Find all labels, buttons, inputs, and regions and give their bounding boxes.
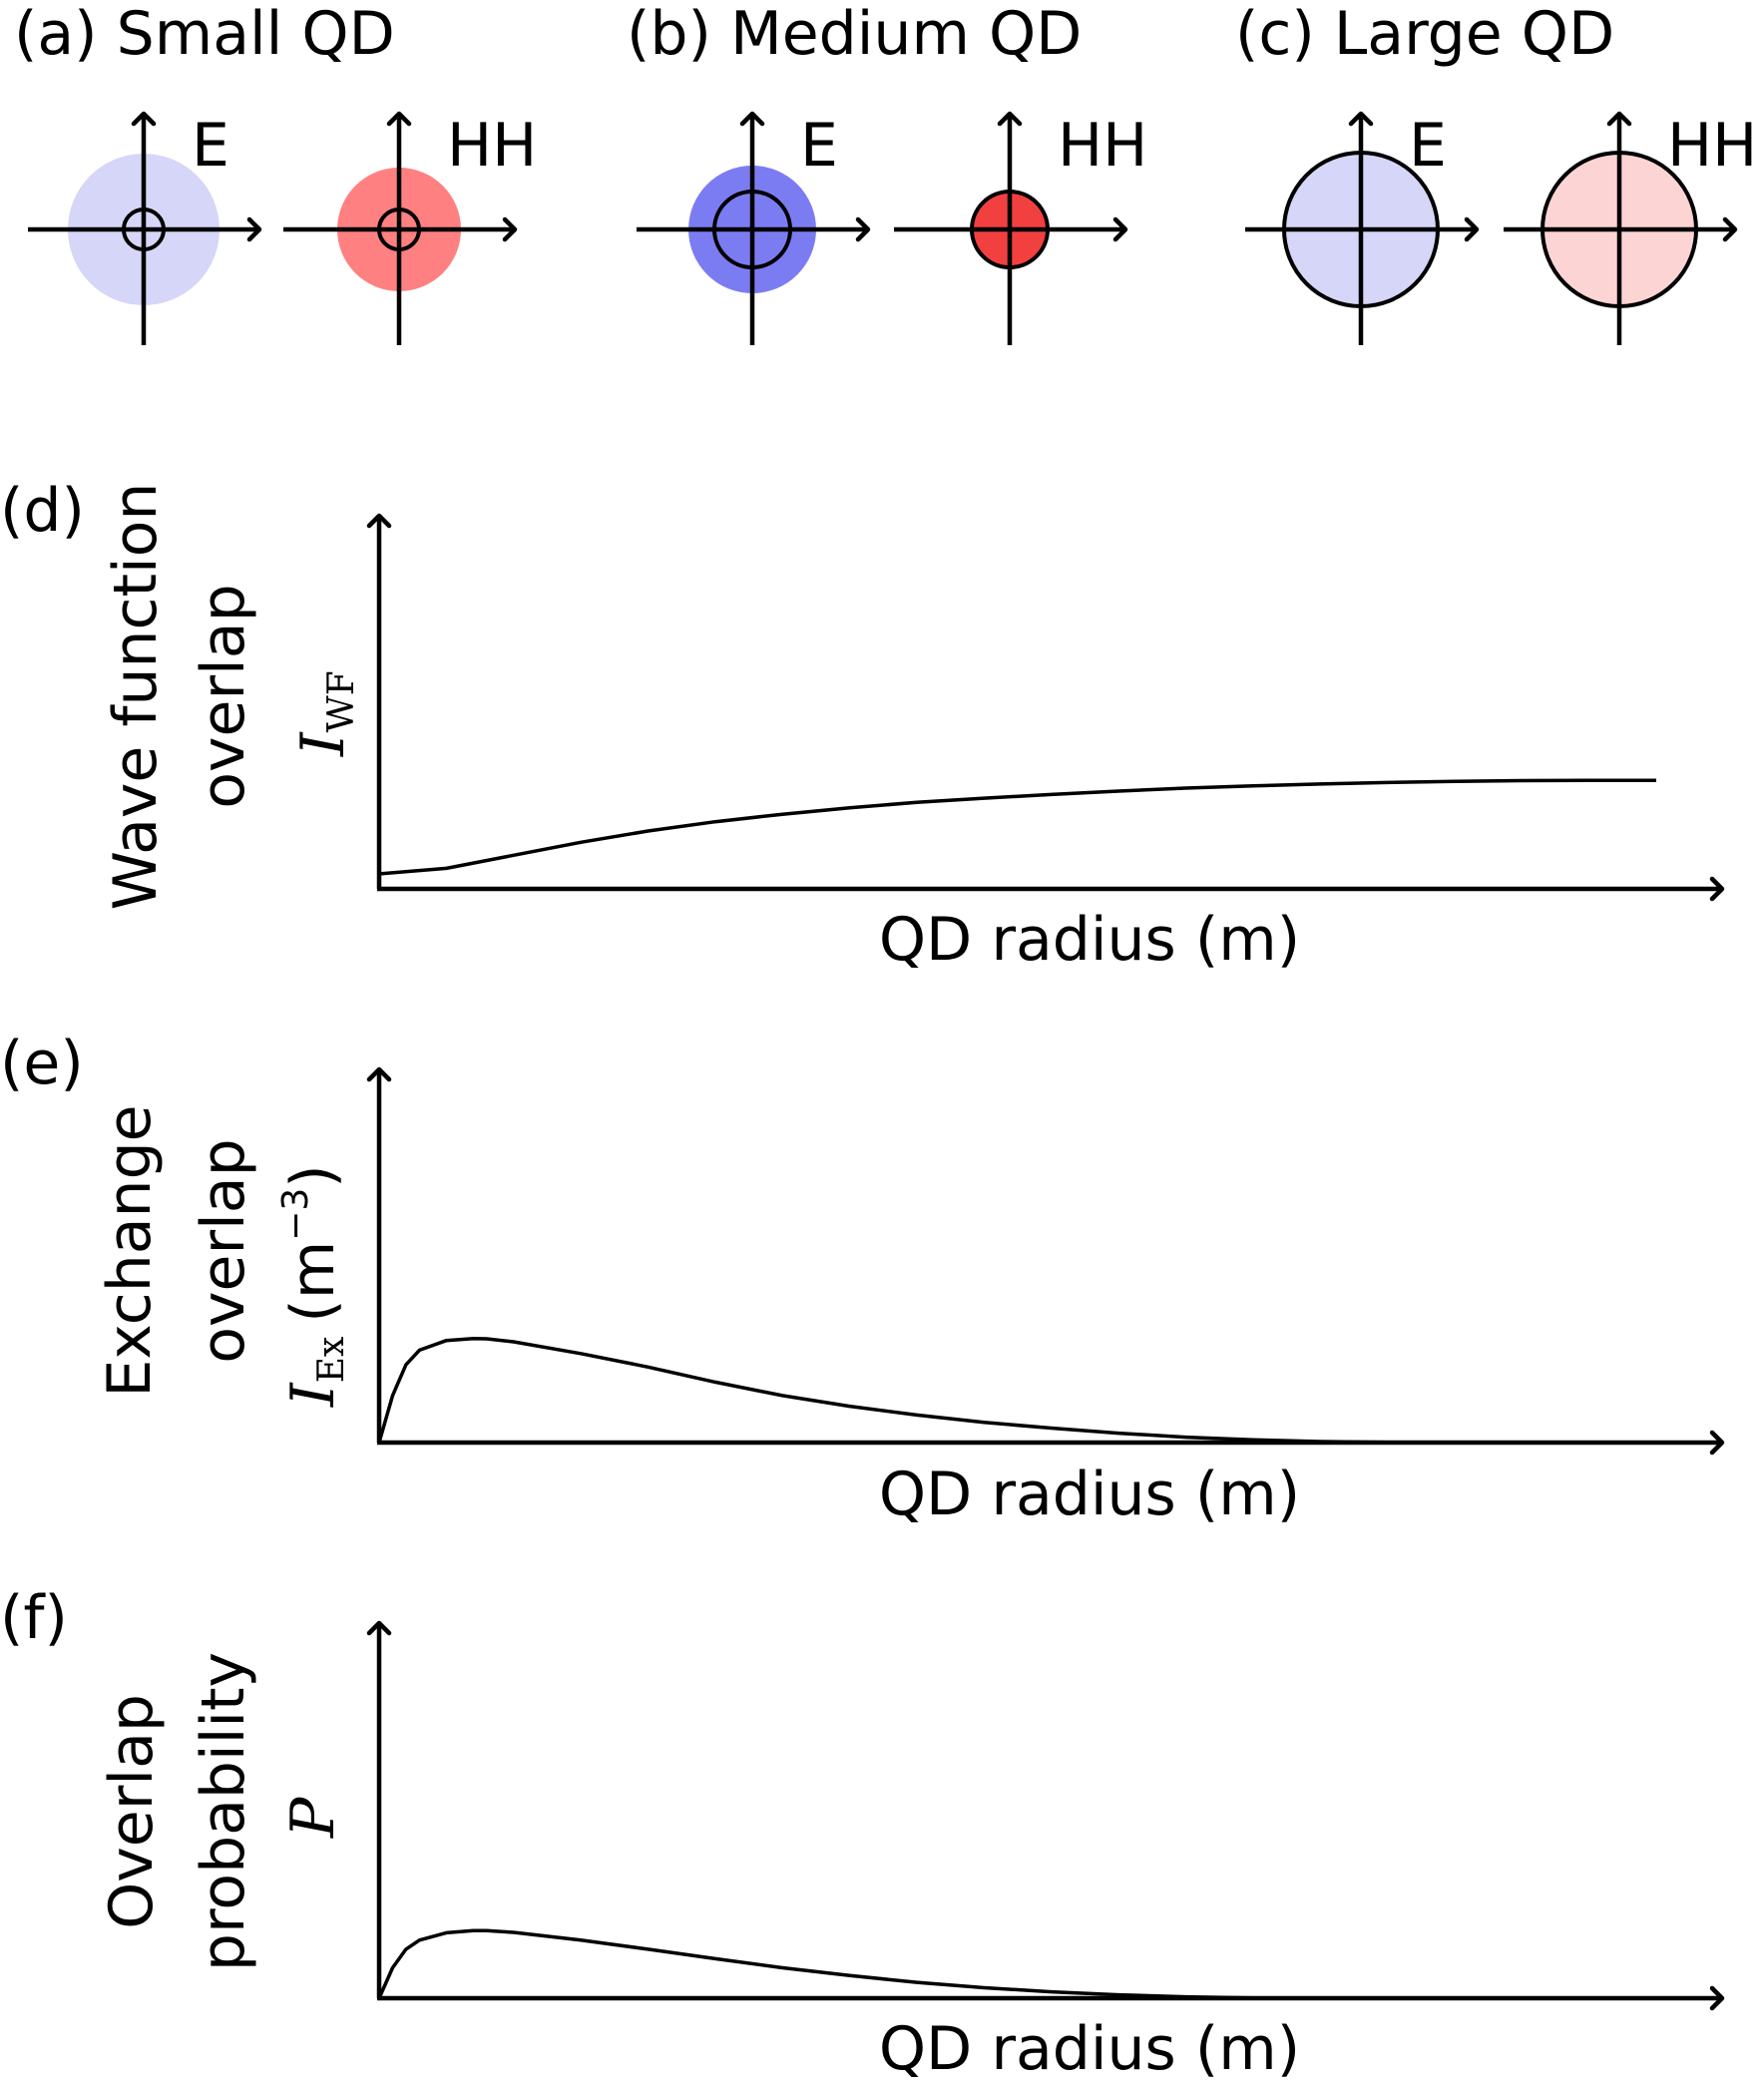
panel-c-title: (c) Large QD	[1235, 0, 1614, 69]
panel-a-electron-diagram: E	[28, 111, 262, 345]
panel-a-title: (a) Small QD	[14, 0, 395, 69]
diagram-label-hh: HH	[447, 111, 537, 181]
diagram-label-e: E	[192, 111, 229, 181]
chart-e-ylabel-line1: Exchange	[95, 1104, 165, 1397]
arrow-right-icon	[246, 216, 262, 242]
chart-d-ylabel-line1: Wave function	[101, 483, 171, 911]
arrow-right-icon	[1709, 1430, 1725, 1456]
chart-f: (f) Overlap probability P QD radius (m)	[0, 1583, 1725, 2084]
chart-d: (d) Wave function overlap IWF QD radius …	[0, 476, 1725, 975]
arrow-right-icon	[1722, 216, 1738, 242]
panel-a: (a) Small QD E HH	[14, 0, 537, 345]
diagram-label-hh: HH	[1667, 111, 1757, 181]
chart-e: (e) Exchange overlap IEx(m−3) QD radius …	[0, 1029, 1725, 1529]
arrow-up-icon	[739, 111, 765, 127]
chart-f-series-line	[377, 1928, 1656, 2000]
arrow-up-icon	[366, 1066, 392, 1082]
panel-b-hole-diagram: HH	[894, 111, 1147, 345]
arrow-right-icon	[1709, 1985, 1725, 2011]
panel-b-title: (b) Medium QD	[627, 0, 1082, 69]
arrow-up-icon	[386, 111, 412, 127]
arrow-right-icon	[1112, 216, 1128, 242]
arrow-up-icon	[366, 1620, 392, 1636]
panel-a-hole-diagram: HH	[283, 111, 537, 345]
arrow-right-icon	[855, 216, 871, 242]
arrow-right-icon	[502, 216, 518, 242]
chart-e-panel-label: (e)	[0, 1029, 84, 1098]
chart-d-ylabel-line2: overlap	[189, 584, 258, 808]
chart-e-series-line	[377, 1336, 1656, 1445]
chart-e-xlabel: QD radius (m)	[879, 1460, 1300, 1529]
arrow-up-icon	[1348, 111, 1374, 127]
panel-c-hole-diagram: HH	[1504, 111, 1757, 345]
arrow-up-icon	[1606, 111, 1632, 127]
chart-d-ylabel-symbol: IWF	[288, 670, 362, 757]
diagram-label-hh: HH	[1058, 111, 1147, 181]
chart-f-ylabel-symbol: P	[278, 1796, 348, 1839]
arrow-up-icon	[997, 111, 1023, 127]
arrow-up-icon	[366, 513, 392, 529]
panel-b-electron-diagram: E	[637, 111, 871, 345]
chart-e-ylabel-line2: overlap	[189, 1138, 258, 1363]
diagram-label-e: E	[1409, 111, 1447, 181]
chart-d-xlabel: QD radius (m)	[879, 905, 1300, 975]
chart-d-series-line	[378, 778, 1656, 876]
panel-c-electron-diagram: E	[1245, 111, 1480, 345]
chart-f-panel-label: (f)	[0, 1583, 68, 1653]
chart-f-ylabel-line2: probability	[189, 1652, 258, 1971]
chart-d-panel-label: (d)	[0, 476, 85, 546]
chart-e-ylabel-symbol: IEx(m−3)	[275, 1164, 352, 1408]
panel-c: (c) Large QD E HH	[1235, 0, 1757, 345]
chart-f-ylabel-line1: Overlap	[97, 1694, 167, 1929]
panel-b: (b) Medium QD E HH	[627, 0, 1147, 345]
arrow-right-icon	[1709, 876, 1725, 902]
chart-f-xlabel: QD radius (m)	[879, 2014, 1300, 2084]
arrow-up-icon	[131, 111, 157, 127]
arrow-right-icon	[1464, 216, 1480, 242]
diagram-label-e: E	[800, 111, 838, 181]
